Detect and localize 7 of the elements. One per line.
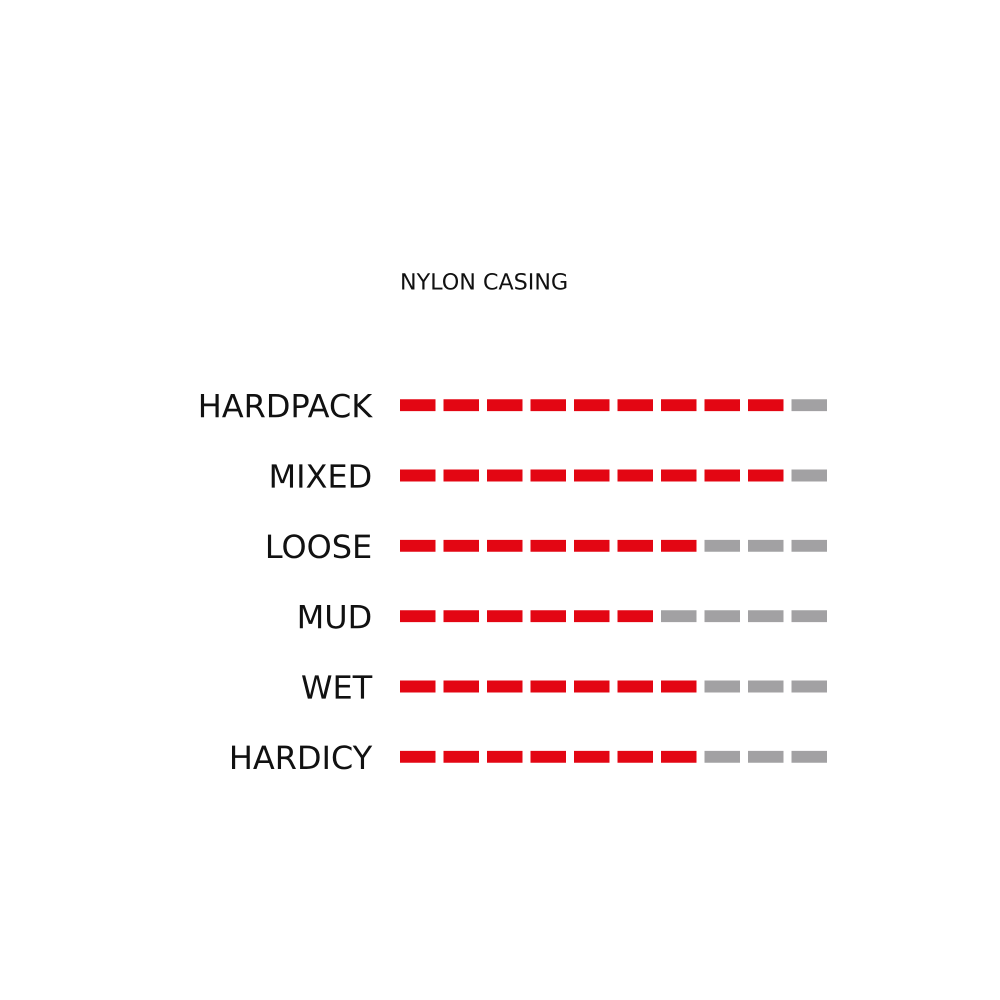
y-tick-label: LOOSE — [268, 534, 370, 558]
y-tick-label: MIXED — [272, 464, 370, 488]
chart-title: NYLON CASING — [402, 272, 566, 290]
y-tick-label: HARDICY — [232, 745, 372, 770]
y-tick-label: HARDPACK — [200, 394, 373, 418]
y-tick-label: WET — [302, 675, 372, 699]
y-tick-label: MUD — [300, 605, 370, 629]
